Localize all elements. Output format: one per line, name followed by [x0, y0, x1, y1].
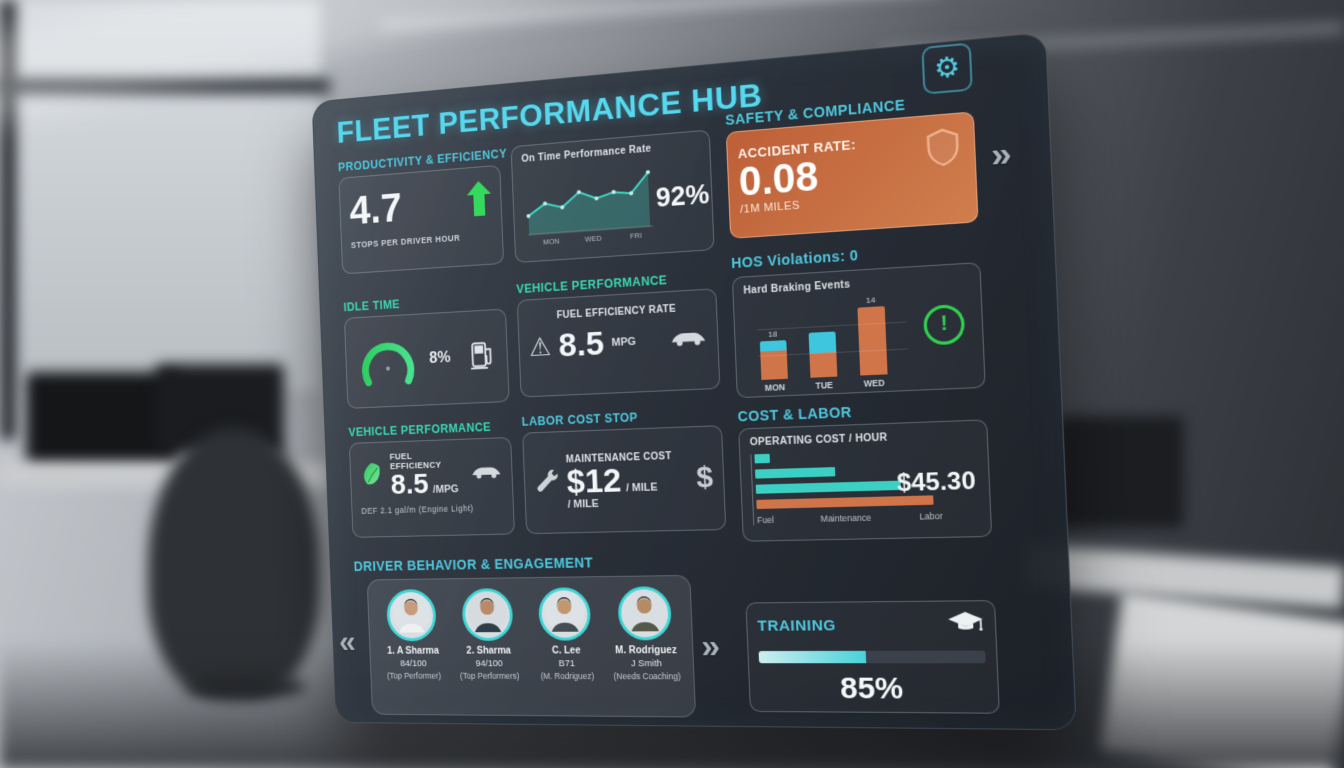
stops-per-hour-value: 4.7 — [348, 184, 403, 234]
driver-item[interactable]: M. Rodriguez J Smith (Needs Coaching) — [605, 586, 687, 706]
fuel-efficiency-card-2[interactable]: FUEL EFFICIENCY 8.5 /MPG DEF 2.1 gal/m (… — [348, 436, 515, 538]
window-frame-horizontal — [0, 78, 330, 94]
training-percentage: 85% — [839, 671, 904, 706]
idle-gauge — [354, 327, 421, 394]
settings-gear-icon[interactable]: ⚙ — [921, 42, 973, 95]
hos-violations-header: HOS Violations: 0 — [730, 246, 859, 272]
driver-avatar[interactable] — [616, 586, 672, 641]
training-progress-bar — [758, 650, 986, 664]
driver-name: 1. A Sharma — [386, 645, 440, 657]
labor-cost-header: LABOR COST STOP — [521, 410, 638, 429]
vehicle-performance-header-2: VEHICLE PERFORMANCE — [348, 420, 492, 440]
idle-time-header: IDLE TIME — [343, 297, 401, 315]
driver-item[interactable]: C. Lee B71 (M. Rodriguez) — [527, 587, 607, 706]
accident-rate-card[interactable]: ACCIDENT RATE: 0.08 /1M MILES — [725, 111, 979, 239]
driver-note: (M. Rodriguez) — [540, 671, 595, 682]
shield-icon — [924, 126, 962, 174]
svg-text:FRI: FRI — [630, 231, 642, 241]
svg-text:MON: MON — [543, 236, 560, 246]
operating-cost-title: OPERATING COST / HOUR — [749, 432, 888, 449]
driver-item[interactable]: 2. Sharma 94/100 (Top Performers) — [450, 588, 528, 705]
operating-cost-value: $45.30 — [896, 466, 977, 498]
driver-avatar[interactable] — [461, 588, 514, 641]
productivity-card[interactable]: 4.7 STOPS PER DRIVER HOUR — [338, 164, 505, 275]
idle-time-card[interactable]: 8% — [343, 308, 510, 409]
stops-per-hour-caption: STOPS PER DRIVER HOUR — [350, 232, 461, 251]
training-progress-fill — [758, 650, 866, 664]
monitor — [1056, 416, 1184, 528]
driver-score: J Smith — [630, 658, 663, 670]
hard-braking-card[interactable]: Hard Braking Events 18 MON TUE 14 WED ! — [731, 262, 986, 399]
graduation-cap-icon — [947, 610, 985, 641]
driver-leaderboard-card: 1. A Sharma 84/100 (Top Performer) 2. Sh… — [366, 574, 697, 718]
on-time-line-chart: MON WED FRI — [522, 154, 658, 252]
driver-avatar[interactable] — [386, 589, 438, 642]
driver-note: (Top Performer) — [386, 670, 442, 681]
driver-name: M. Rodriguez — [615, 645, 677, 657]
driver-score: 84/100 — [400, 658, 427, 670]
trend-up-icon — [466, 180, 492, 221]
window-frame-vertical — [0, 0, 16, 440]
mpg-unit-2: /MPG — [432, 483, 459, 496]
driver-avatar[interactable] — [538, 587, 592, 641]
dollar-icon: $ — [695, 460, 714, 495]
fuel-efficiency-card[interactable]: FUEL EFFICIENCY RATE ⚠ 8.5 MPG — [516, 288, 721, 398]
fuel-pump-icon — [469, 338, 498, 375]
mpg-unit: MPG — [611, 335, 637, 349]
car-icon — [669, 327, 708, 352]
chevron-left-icon[interactable]: « — [338, 623, 357, 660]
cost-labor-header: COST & LABOR — [737, 403, 853, 425]
on-time-performance-card[interactable]: On Time Performance Rate MON WED FRI 92% — [510, 129, 715, 264]
wrench-icon — [534, 467, 560, 498]
leaf-icon — [359, 460, 383, 492]
training-card[interactable]: TRAINING 85% — [745, 600, 1000, 714]
driver-name: C. Lee — [551, 645, 581, 657]
driver-note: (Top Performers) — [459, 670, 520, 681]
driver-section-header: DRIVER BEHAVIOR & ENGAGEMENT — [353, 554, 594, 574]
fleet-dashboard-panel: FLEET PERFORMANCE HUB ⚙ PRODUCTIVITY & E… — [311, 32, 1077, 731]
mpg-value-2: 8.5 — [390, 467, 430, 501]
window — [0, 0, 320, 390]
driver-item[interactable]: 1. A Sharma 84/100 (Top Performer) — [375, 589, 451, 705]
svg-text:WED: WED — [585, 233, 602, 243]
driver-score: 94/100 — [475, 658, 503, 670]
driver-name: 2. Sharma — [466, 645, 512, 657]
cost-per-mile-unit: / MILE — [625, 480, 658, 494]
driver-score: B71 — [558, 658, 576, 670]
monitor — [26, 372, 178, 468]
car-icon-2 — [470, 462, 502, 483]
mpg-value: 8.5 — [557, 324, 605, 365]
warning-triangle-icon: ⚠ — [528, 330, 552, 362]
idle-time-value: 8% — [428, 349, 451, 367]
cost-per-mile-value: $12 — [565, 461, 623, 501]
training-header: TRAINING — [757, 617, 837, 635]
on-time-value: 92% — [655, 178, 710, 213]
maintenance-cost-card[interactable]: MAINTENANCE COST $12 / MILE / MILE $ — [522, 425, 727, 535]
fuel-efficiency-label: FUEL EFFICIENCY RATE — [556, 303, 677, 322]
operating-cost-categories: Fuel Maintenance Labor — [756, 510, 943, 526]
chevron-right-icon-2[interactable]: » — [700, 626, 721, 666]
def-caption: DEF 2.1 gal/m (Engine Light) — [361, 503, 474, 516]
operating-cost-card[interactable]: OPERATING COST / HOUR Fuel Maintenance Lab… — [738, 419, 993, 542]
driver-note: (Needs Coaching) — [613, 671, 681, 682]
chevron-right-icon[interactable]: » — [990, 133, 1013, 176]
